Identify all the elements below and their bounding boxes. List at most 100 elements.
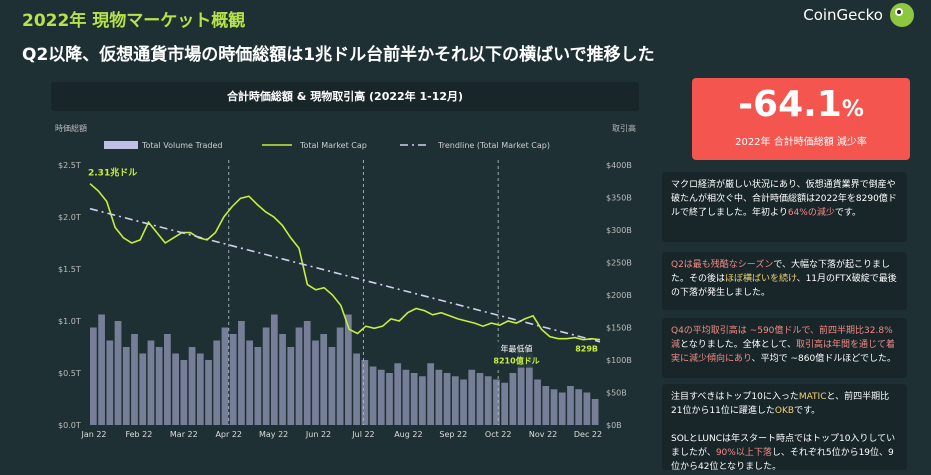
x-tick-label: Nov 22 [529, 430, 557, 439]
gecko-logo-icon [890, 3, 914, 27]
volume-bar [246, 340, 254, 425]
start-value-label: 2.31兆ドル [88, 167, 137, 179]
volume-bar [575, 389, 583, 425]
volume-bar [164, 334, 171, 425]
market-cap-trendline [89, 207, 601, 343]
legend-label: Total Volume Traded [141, 141, 223, 150]
right-tick-label: $0B [606, 421, 622, 430]
end-value-label: 829B [575, 345, 598, 354]
volume-bar [279, 334, 286, 425]
volume-bar [369, 366, 377, 425]
right-tick-label: $250B [606, 259, 632, 268]
brand: CoinGecko [803, 2, 915, 28]
low-label: 年最低値 [501, 344, 533, 354]
x-tick-label: Aug 22 [394, 430, 422, 439]
x-tick-label: Dec 22 [574, 430, 602, 439]
volume-bar [328, 347, 336, 425]
headline: Q2以降、仮想通貨市場の時価総額は1兆ドル台前半かそれ以下の横ばいで推移した [22, 45, 655, 65]
volume-bar [427, 363, 434, 425]
volume-bar [90, 327, 97, 425]
right-tick-label: $400B [606, 161, 632, 170]
volume-bar [377, 369, 385, 425]
left-tick-label: $2.0T [58, 213, 81, 222]
low-value-label: 8210億ドル [493, 356, 539, 366]
volume-bar [114, 321, 122, 425]
x-tick-label: Oct 22 [485, 430, 512, 439]
volume-bar [583, 392, 591, 425]
volume-bar [493, 379, 500, 425]
volume-bar [336, 327, 344, 425]
brand-name: CoinGecko [803, 6, 883, 24]
volume-bar [205, 360, 212, 425]
volume-bar [287, 347, 295, 425]
right-tick-label: $100B [606, 356, 632, 365]
volume-bar [419, 376, 426, 425]
volume-bar [443, 373, 451, 425]
x-tick-label: Sep 22 [439, 430, 467, 439]
kpi-value: -64.1% [738, 84, 864, 125]
volume-bar [394, 363, 402, 425]
x-tick-label: Mar 22 [170, 430, 198, 439]
volume-bar [312, 340, 319, 425]
volume-bar [238, 321, 245, 425]
volume-bar [254, 347, 262, 425]
volume-bar [550, 389, 558, 425]
volume-bar [172, 353, 179, 425]
left-tick-label: $1.0T [58, 317, 81, 326]
left-tick-label: $1.5T [58, 265, 81, 274]
volume-bar [139, 353, 147, 425]
volume-bar [188, 347, 196, 425]
volume-bar [476, 373, 484, 425]
volume-bar [501, 382, 509, 425]
volume-bar [122, 347, 130, 425]
volume-bar [558, 392, 566, 425]
x-tick-label: Jul 22 [351, 430, 374, 439]
x-tick-label: Jan 22 [80, 430, 106, 439]
report-title: 2022年 現物マーケット概観 [22, 11, 246, 31]
volume-bar [517, 347, 525, 425]
volume-bar [525, 353, 533, 425]
left-tick-label: $0.5T [58, 369, 81, 378]
volume-bar [213, 340, 221, 425]
volume-bar [435, 369, 443, 425]
left-tick-label: $0.0T [58, 421, 81, 430]
legend-label: Total Market Cap [299, 141, 367, 150]
x-tick-label: Apr 22 [215, 430, 242, 439]
volume-bar [353, 353, 360, 425]
volume-bar [155, 347, 163, 425]
volume-bar [320, 334, 328, 425]
volume-bar [98, 314, 105, 425]
volume-bar [361, 360, 369, 425]
volume-bar [106, 340, 114, 425]
legend-label: Trendline (Total Market Cap) [437, 141, 550, 150]
market-cap-volume-chart: 時価総額 取引高 Total Volume Traded Total Market… [55, 123, 636, 439]
volume-bar [534, 379, 541, 425]
volume-bar [270, 314, 278, 425]
left-tick-label: $2.5T [58, 161, 81, 170]
volume-bar [386, 373, 393, 425]
volume-bar [591, 399, 599, 425]
x-tick-label: Jun 22 [305, 430, 331, 439]
left-axis-label: 時価総額 [55, 123, 87, 133]
volume-bar [131, 334, 138, 425]
volume-bar [180, 360, 188, 425]
right-tick-label: $50B [606, 389, 627, 398]
volume-bar [542, 386, 550, 425]
note-q2: Q2は最も残酷なシーズンで、大幅な下落が起こりました。その後はほぼ横ばいを続け、… [662, 252, 907, 310]
volume-bar [567, 386, 574, 425]
volume-bar [345, 314, 352, 425]
x-tick-label: Feb 22 [125, 430, 152, 439]
right-tick-label: $150B [606, 324, 632, 333]
volume-bar [295, 327, 303, 425]
kpi-card: -64.1% 2022年 合計時価総額 減少率 [692, 78, 910, 160]
note-top10: 注目すべきはトップ10に入ったMATICと、前四半期比21位から11位に躍進した… [662, 384, 907, 472]
kpi-label: 2022年 合計時価総額 減少率 [735, 137, 867, 148]
volume-bar [410, 373, 418, 425]
volume-bar [262, 327, 270, 425]
volume-bar [451, 376, 459, 425]
volume-bar [196, 353, 204, 425]
market-cap-line [89, 183, 601, 341]
volume-bar [303, 321, 311, 425]
low-label-bg [484, 341, 549, 368]
volume-bar [229, 334, 237, 425]
